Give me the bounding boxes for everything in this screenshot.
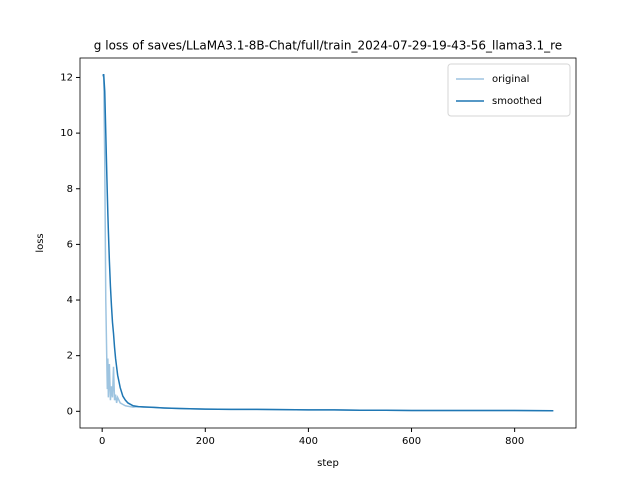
x-tick-label: 200 [196, 436, 215, 447]
x-axis-label: step [317, 458, 339, 469]
line-series [101, 74, 554, 412]
y-tick-label: 2 [67, 351, 73, 362]
y-tick-label: 10 [60, 128, 73, 139]
y-tick-label: 4 [67, 295, 73, 306]
chart-title: g loss of saves/LLaMA3.1-8B-Chat/full/tr… [94, 39, 562, 53]
x-tick-label: 800 [505, 436, 524, 447]
x-tick-label: 400 [299, 436, 318, 447]
y-tick-label: 8 [67, 184, 73, 195]
plot-frame [79, 57, 577, 429]
x-tick-label: 600 [402, 436, 421, 447]
y-tick-label: 6 [67, 239, 73, 250]
legend-box [447, 63, 571, 117]
y-axis-label: loss [35, 233, 46, 252]
legend-label: smoothed [492, 96, 542, 107]
legend-label: original [492, 74, 529, 85]
line-series [102, 73, 554, 412]
x-tick-label: 0 [99, 436, 105, 447]
y-tick-label: 0 [67, 406, 73, 417]
y-tick-label: 12 [60, 72, 73, 83]
